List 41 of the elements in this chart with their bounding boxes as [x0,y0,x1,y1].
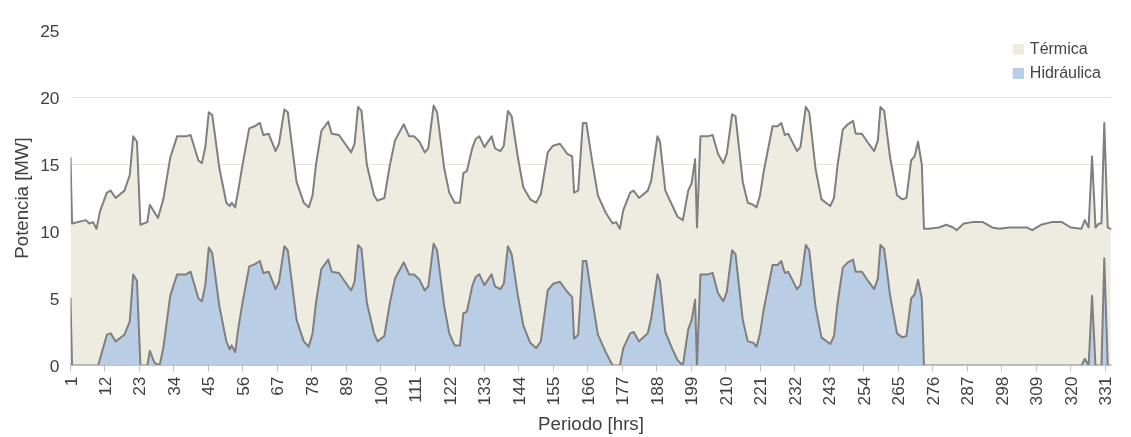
x-tick-label: 243 [819,376,840,406]
x-tick-label: 56 [232,376,253,396]
x-tick-label: 89 [336,376,357,396]
x-tick-label: 276 [922,376,943,406]
x-tick-label: 111 [405,376,426,403]
x-tick-label: 133 [474,376,495,406]
y-tick-label: 5 [49,288,60,309]
x-tick-label: 210 [715,376,736,406]
x-tick-label: 232 [784,376,805,406]
x-tick-label: 67 [267,376,288,396]
legend-label: Hidráulica [1029,64,1101,82]
legend-label: Térmica [1029,40,1088,58]
x-tick-label: 166 [577,376,598,406]
y-tick-label: 10 [40,221,60,242]
x-tick-label: 320 [1060,376,1081,406]
x-tick-label: 1 [60,376,81,387]
x-tick-label: 188 [646,376,667,406]
x-tick-label: 177 [612,376,633,406]
x-tick-label: 34 [163,376,184,396]
x-tick-label: 298 [991,376,1012,406]
y-axis-title: Potencia [MW] [11,137,33,259]
x-tick-label: 309 [1026,376,1047,406]
x-tick-label: 254 [853,376,874,406]
y-tick-label: 15 [40,154,60,175]
x-tick-label: 265 [888,376,909,406]
x-tick-label: 78 [301,376,322,396]
x-tick-label: 23 [129,376,150,396]
x-tick-label: 100 [370,376,391,406]
y-tick-label: 25 [40,20,60,41]
x-tick-label: 12 [94,376,115,396]
y-tick-label: 0 [49,355,60,376]
x-tick-label: 155 [543,376,564,406]
y-tick-label: 20 [40,87,60,108]
x-tick-label: 199 [681,376,702,406]
x-tick-label: 45 [198,376,219,396]
x-tick-label: 122 [439,376,460,406]
x-tick-label: 287 [957,376,978,406]
x-tick-label: 144 [508,376,529,406]
x-tick-label: 221 [750,376,771,406]
x-axis-title: Periodo [hrs] [538,413,644,435]
x-tick-label: 331 [1095,376,1116,406]
